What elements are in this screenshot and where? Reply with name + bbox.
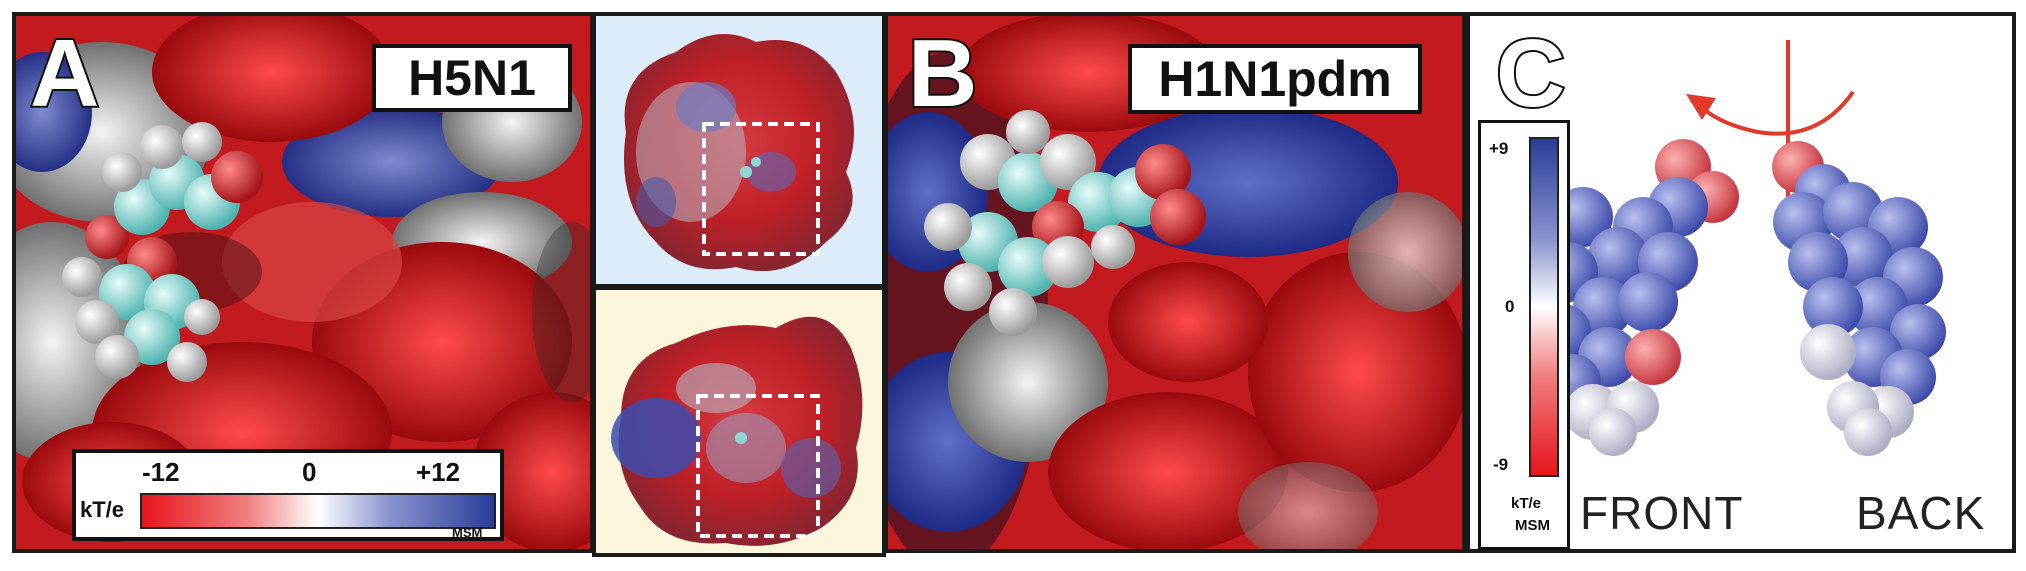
colorbar-a-min-label: -12 xyxy=(142,457,180,487)
inset-h5n1-protein-image xyxy=(624,34,854,272)
colorbar-c-max-label: +9 xyxy=(1489,139,1509,158)
inset-h1n1-overview xyxy=(596,288,886,553)
colorbar-c-gradient xyxy=(1529,137,1559,477)
colorbar-a-unit: kT/e xyxy=(80,497,125,522)
panel-b xyxy=(888,12,1462,553)
colorbar-a-source: MSM xyxy=(452,525,483,540)
colorbar-c-mid-label: 0 xyxy=(1505,297,1515,316)
panel-c-front-label: FRONT xyxy=(1580,487,1744,539)
inset-h1n1-protein-image xyxy=(611,316,863,546)
ligand-back-view xyxy=(1772,141,1946,456)
colorbar-c-unit: kT/e xyxy=(1511,495,1542,512)
inset-h5n1-selection-box xyxy=(702,122,820,256)
panel-b-surface-image xyxy=(888,12,1462,553)
colorbar-a-mid-label: 0 xyxy=(302,457,317,487)
inset-h1n1-selection-box xyxy=(696,394,820,538)
colorbar-c-min-label: -9 xyxy=(1493,455,1509,474)
panel-a-label: H5N1 xyxy=(372,44,572,112)
ligand-molecule-a xyxy=(62,122,263,382)
ligand-molecule-b xyxy=(924,110,1206,336)
panel-c-letter: C xyxy=(1494,20,1567,127)
panel-b-label: H1N1pdm xyxy=(1128,44,1422,114)
colorbar-a-max-label: +12 xyxy=(416,457,461,487)
colorbar-a-gradient xyxy=(140,493,496,529)
colorbar-a: -12 0 +12 kT/e MSM xyxy=(72,449,504,541)
panel-b-letter: B xyxy=(906,20,979,127)
colorbar-c-source: MSM xyxy=(1515,517,1550,534)
panel-a-letter: A xyxy=(28,20,101,127)
rotation-arrow xyxy=(1696,90,1855,136)
colorbar-c: +9 0 -9 kT/e MSM xyxy=(1478,120,1570,550)
inset-h5n1-overview xyxy=(596,12,886,284)
panel-c-back-label: BACK xyxy=(1856,487,1986,539)
